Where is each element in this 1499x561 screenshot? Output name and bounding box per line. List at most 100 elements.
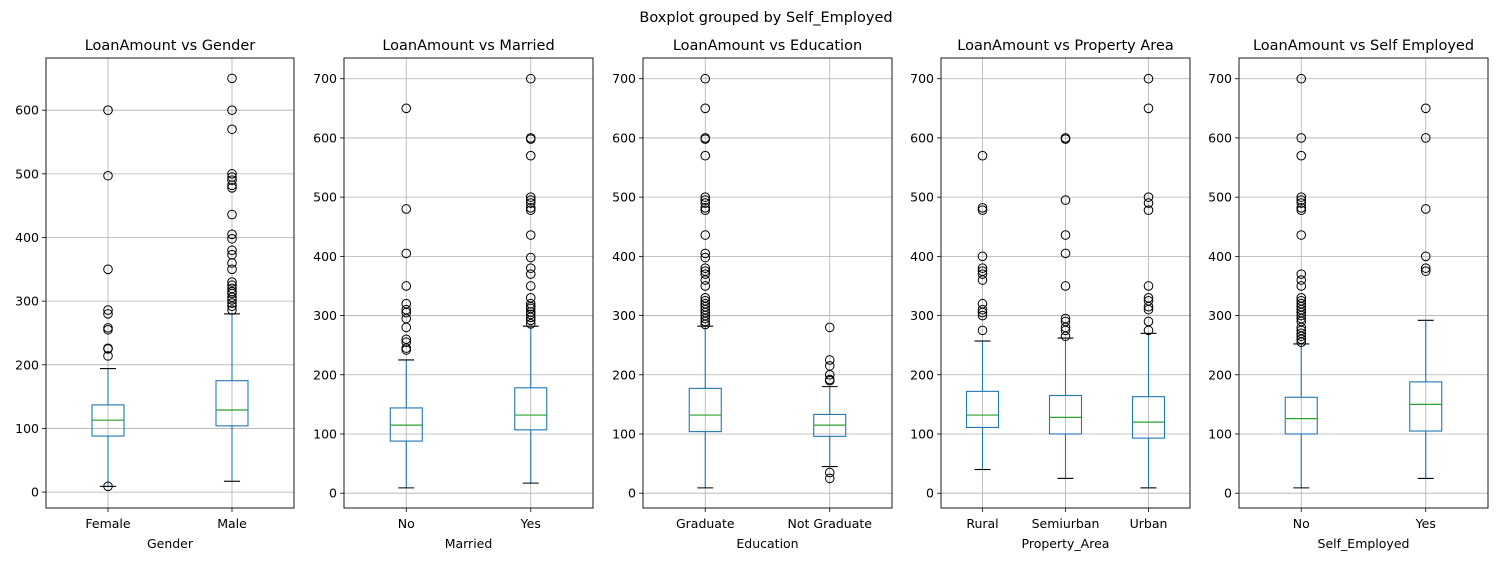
- x-tick-label-male: Male: [217, 516, 247, 531]
- flier-point: [227, 124, 237, 135]
- flier-point: [977, 304, 988, 315]
- y-tick-label: 500: [910, 190, 934, 205]
- flier-point: [525, 281, 536, 291]
- flier-point: [401, 281, 412, 291]
- flier-point: [1143, 192, 1154, 202]
- flier-point: [525, 195, 536, 205]
- flier-point: [1060, 281, 1071, 291]
- flier-point: [227, 280, 237, 291]
- y-tick-label: 200: [1208, 367, 1232, 382]
- flier-point: [401, 304, 412, 315]
- flier-point: [1296, 133, 1307, 143]
- y-tick-label: 400: [15, 230, 39, 245]
- box-female: [91, 105, 125, 492]
- flier-point: [1143, 73, 1154, 84]
- y-tick-label: 0: [329, 486, 337, 501]
- flier-point: [700, 198, 711, 208]
- flier-point: [1143, 293, 1154, 303]
- y-tick-label: 300: [313, 308, 337, 323]
- axes-frame: [45, 57, 295, 509]
- flier-point: [525, 203, 536, 213]
- y-tick-label: 200: [612, 367, 636, 382]
- flier-point: [977, 266, 988, 276]
- flier-point: [1296, 150, 1307, 161]
- box-rural: [965, 150, 1000, 471]
- flier-point: [824, 374, 835, 385]
- flier-point: [103, 481, 113, 492]
- x-axis-label: Gender: [147, 536, 194, 551]
- flier-point: [977, 205, 988, 215]
- y-tick-label: 500: [313, 190, 337, 205]
- box-graduate: [688, 73, 722, 489]
- y-tick-label: 100: [313, 426, 337, 441]
- flier-point: [103, 351, 113, 361]
- flier-point: [525, 293, 536, 303]
- y-tick-label: 200: [910, 367, 934, 382]
- y-tick-label: 400: [612, 249, 636, 264]
- flier-point: [227, 283, 237, 294]
- flier-point: [700, 203, 711, 213]
- flier-point: [525, 298, 536, 309]
- box-semiurban: [1048, 133, 1083, 479]
- flier-point: [1296, 269, 1307, 279]
- flier-point: [700, 252, 711, 263]
- subplot-title: LoanAmount vs Self Employed: [1253, 38, 1474, 54]
- x-tick-label-no: No: [1293, 516, 1310, 531]
- flier-point: [700, 150, 711, 161]
- axes-frame: [343, 57, 594, 509]
- x-tick-label-female: Female: [85, 516, 131, 531]
- flier-point: [977, 310, 988, 321]
- flier-point: [525, 319, 536, 329]
- iqr-box: [1284, 396, 1318, 435]
- flier-point: [1296, 298, 1307, 309]
- flier-point: [525, 150, 536, 161]
- flier-point: [227, 245, 237, 256]
- x-axis-label: Married: [445, 536, 493, 551]
- y-tick-label: 100: [1208, 426, 1232, 441]
- flier-point: [977, 263, 988, 273]
- x-tick-label-yes: Yes: [1415, 516, 1436, 531]
- flier-point: [1143, 295, 1154, 306]
- flier-point: [227, 298, 237, 308]
- subplot-5: 0 100 200 300 400 500 600 700 No Yes LoanAmount vs…: [1208, 38, 1489, 551]
- flier-point: [227, 172, 237, 182]
- flier-point: [401, 248, 412, 259]
- flier-point: [401, 334, 412, 345]
- flier-point: [977, 251, 988, 262]
- flier-point: [1296, 295, 1307, 306]
- subplot-title: LoanAmount vs Education: [673, 38, 862, 54]
- flier-point: [1143, 281, 1154, 291]
- iqr-box: [1409, 381, 1443, 432]
- flier-point: [700, 293, 711, 303]
- subplot-2: 0 100 200 300 400 500 600 700 No Yes LoanAmount vs…: [313, 38, 594, 551]
- y-tick-label: 700: [612, 71, 636, 86]
- flier-point: [977, 150, 988, 161]
- box-not-graduate: [813, 322, 847, 484]
- flier-point: [824, 473, 835, 484]
- box-urban: [1131, 73, 1166, 489]
- flier-point: [1060, 313, 1071, 324]
- y-tick-label: 600: [1208, 130, 1232, 145]
- flier-point: [227, 105, 237, 115]
- y-tick-label: 300: [15, 294, 39, 309]
- flier-point: [401, 103, 412, 114]
- y-tick-label: 300: [910, 308, 934, 323]
- flier-point: [824, 322, 835, 333]
- y-tick-label: 700: [910, 71, 934, 86]
- figure-suptitle: Boxplot grouped by Self_Employed: [639, 10, 892, 26]
- y-tick-label: 300: [612, 308, 636, 323]
- flier-point: [977, 298, 988, 309]
- iqr-box: [215, 380, 249, 427]
- flier-point: [1420, 251, 1431, 262]
- y-tick-label: 100: [15, 421, 39, 436]
- flier-point: [525, 73, 536, 84]
- flier-point: [1296, 281, 1307, 291]
- flier-point: [227, 264, 237, 275]
- flier-point: [525, 198, 536, 208]
- flier-point: [1420, 204, 1431, 214]
- flier-point: [1296, 195, 1307, 205]
- flier-point: [1143, 316, 1154, 327]
- flier-point: [227, 286, 237, 297]
- flier-point: [700, 195, 711, 205]
- flier-point: [700, 298, 711, 309]
